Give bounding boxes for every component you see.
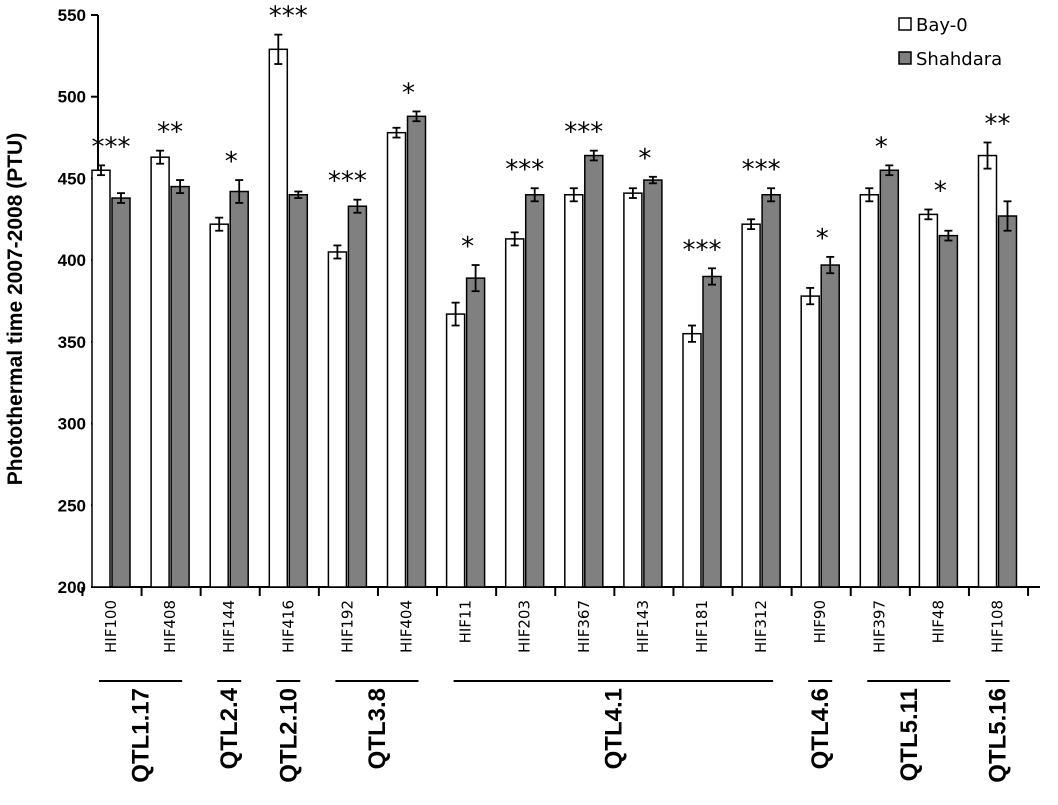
significance-mark: *** bbox=[269, 2, 308, 32]
significance-mark: *** bbox=[328, 167, 367, 197]
bar-shahdara-hif143 bbox=[643, 179, 663, 588]
error-bars bbox=[97, 33, 1012, 343]
category-label-hif181: HIF181 bbox=[693, 600, 711, 653]
legend: Bay-0 Shahdara bbox=[898, 15, 1002, 70]
bar-shahdara-hif404 bbox=[406, 115, 427, 588]
bar-bay-0-hif108 bbox=[977, 154, 998, 588]
bar-shahdara-hif144 bbox=[229, 190, 249, 588]
bar-bay-0-hif312 bbox=[741, 223, 761, 588]
group-label-qtl2.4: QTL2.4 bbox=[216, 687, 243, 769]
group-label-qtl4.1: QTL4.1 bbox=[600, 688, 627, 769]
bar-shahdara-hif108 bbox=[997, 215, 1018, 588]
bar-shahdara-hif48 bbox=[938, 234, 959, 588]
significance-mark: *** bbox=[683, 235, 722, 265]
bar-shahdara-hif181 bbox=[702, 275, 722, 588]
y-tick-label: 250 bbox=[58, 496, 86, 515]
bar-bay-0-hif181 bbox=[682, 332, 702, 588]
y-tick-label: 200 bbox=[58, 578, 86, 597]
category-label-hif144: HIF144 bbox=[220, 600, 238, 653]
category-label-hif90: HIF90 bbox=[811, 600, 829, 643]
category-label-hif397: HIF397 bbox=[870, 600, 888, 653]
bar-bay-0-hif143 bbox=[623, 192, 643, 588]
bar-bay-0-hif100 bbox=[91, 169, 111, 588]
bar-shahdara-hif11 bbox=[465, 277, 486, 588]
group-label-qtl3.8: QTL3.8 bbox=[364, 688, 391, 769]
bar-bay-0-hif90 bbox=[800, 295, 820, 588]
bar-bay-0-hif404 bbox=[386, 131, 407, 588]
significance-mark: *** bbox=[505, 155, 544, 185]
y-axis-title: Photothermal time 2007-2008 (PTU) bbox=[4, 133, 27, 485]
bar-shahdara-hif203 bbox=[524, 194, 545, 588]
bar-bay-0-hif192 bbox=[327, 251, 348, 588]
significance-mark: * bbox=[225, 147, 238, 177]
group-labels: QTL1.17 QTL2.4 QTL2.10 QTL3.8 QTL4.1 QTL4.6 QT… bbox=[99, 680, 1012, 783]
bar-bay-0-hif203 bbox=[504, 238, 525, 588]
bar-bay-0-hif416 bbox=[268, 48, 289, 588]
category-label-hif143: HIF143 bbox=[634, 600, 652, 653]
significance-mark: * bbox=[402, 78, 415, 108]
y-tick-label: 500 bbox=[58, 88, 86, 107]
significance-mark: *** bbox=[742, 155, 781, 185]
significance-mark: * bbox=[638, 144, 651, 174]
category-label-hif416: HIF416 bbox=[279, 600, 297, 653]
group-label-qtl5.16: QTL5.16 bbox=[985, 688, 1012, 783]
y-tick-label: 350 bbox=[58, 333, 86, 352]
significance-marks: *** ***************************** bbox=[92, 2, 1011, 266]
legend-label-bay-0: Bay-0 bbox=[916, 15, 968, 36]
group-label-qtl4.6: QTL4.6 bbox=[807, 688, 834, 769]
significance-mark: * bbox=[816, 224, 829, 254]
bar-bay-0-hif11 bbox=[445, 313, 466, 588]
bar-shahdara-hif90 bbox=[820, 264, 840, 588]
category-label-hif408: HIF408 bbox=[161, 600, 179, 653]
bar-shahdara-hif100 bbox=[111, 197, 131, 588]
bar-shahdara-hif192 bbox=[347, 205, 368, 588]
significance-mark: * bbox=[875, 132, 888, 162]
bar-bay-0-hif48 bbox=[918, 213, 939, 588]
group-label-qtl1.17: QTL1.17 bbox=[128, 688, 155, 783]
category-label-hif312: HIF312 bbox=[752, 600, 770, 653]
category-label-hif203: HIF203 bbox=[516, 600, 534, 653]
y-tick-label: 450 bbox=[58, 169, 86, 188]
bars bbox=[91, 48, 1018, 588]
bar-shahdara-hif416 bbox=[288, 194, 309, 588]
axes: 200 250 300 350 400 450 500 550 Photothermal tim… bbox=[4, 6, 1040, 597]
bar-shahdara-hif397 bbox=[879, 169, 900, 588]
group-label-qtl5.11: QTL5.11 bbox=[896, 688, 923, 781]
bar-bay-0-hif367 bbox=[564, 194, 584, 588]
bar-bay-0-hif408 bbox=[150, 156, 170, 588]
category-label-hif192: HIF192 bbox=[338, 600, 356, 653]
significance-mark: *** bbox=[564, 118, 603, 148]
y-tick-label: 400 bbox=[58, 251, 86, 270]
bar-shahdara-hif367 bbox=[584, 154, 604, 588]
category-label-hif367: HIF367 bbox=[575, 600, 593, 653]
category-label-hif48: HIF48 bbox=[929, 600, 947, 643]
y-tick-label: 300 bbox=[58, 415, 86, 434]
significance-mark: * bbox=[934, 176, 947, 206]
legend-swatch-bay-0 bbox=[898, 17, 912, 31]
category-label-hif404: HIF404 bbox=[398, 600, 416, 653]
bar-shahdara-hif408 bbox=[170, 185, 190, 588]
category-label-hif100: HIF100 bbox=[102, 600, 120, 653]
legend-swatch-shahdara bbox=[898, 51, 912, 65]
significance-mark: ** bbox=[985, 109, 1011, 139]
significance-mark: *** bbox=[92, 132, 131, 162]
group-label-qtl2.10: QTL2.10 bbox=[275, 688, 302, 783]
bar-shahdara-hif312 bbox=[761, 194, 781, 588]
significance-mark: ** bbox=[157, 118, 183, 148]
legend-label-shahdara: Shahdara bbox=[916, 49, 1002, 70]
y-tick-label: 550 bbox=[58, 6, 86, 25]
bar-bay-0-hif144 bbox=[209, 223, 229, 588]
category-label-hif108: HIF108 bbox=[989, 600, 1007, 653]
category-label-hif11: HIF11 bbox=[457, 600, 475, 643]
significance-mark: * bbox=[461, 232, 474, 262]
category-labels: HIF100 HIF408 HIF144 HIF416 HIF192 HIF404 HIF1… bbox=[102, 600, 1007, 653]
bar-bay-0-hif397 bbox=[859, 194, 880, 588]
